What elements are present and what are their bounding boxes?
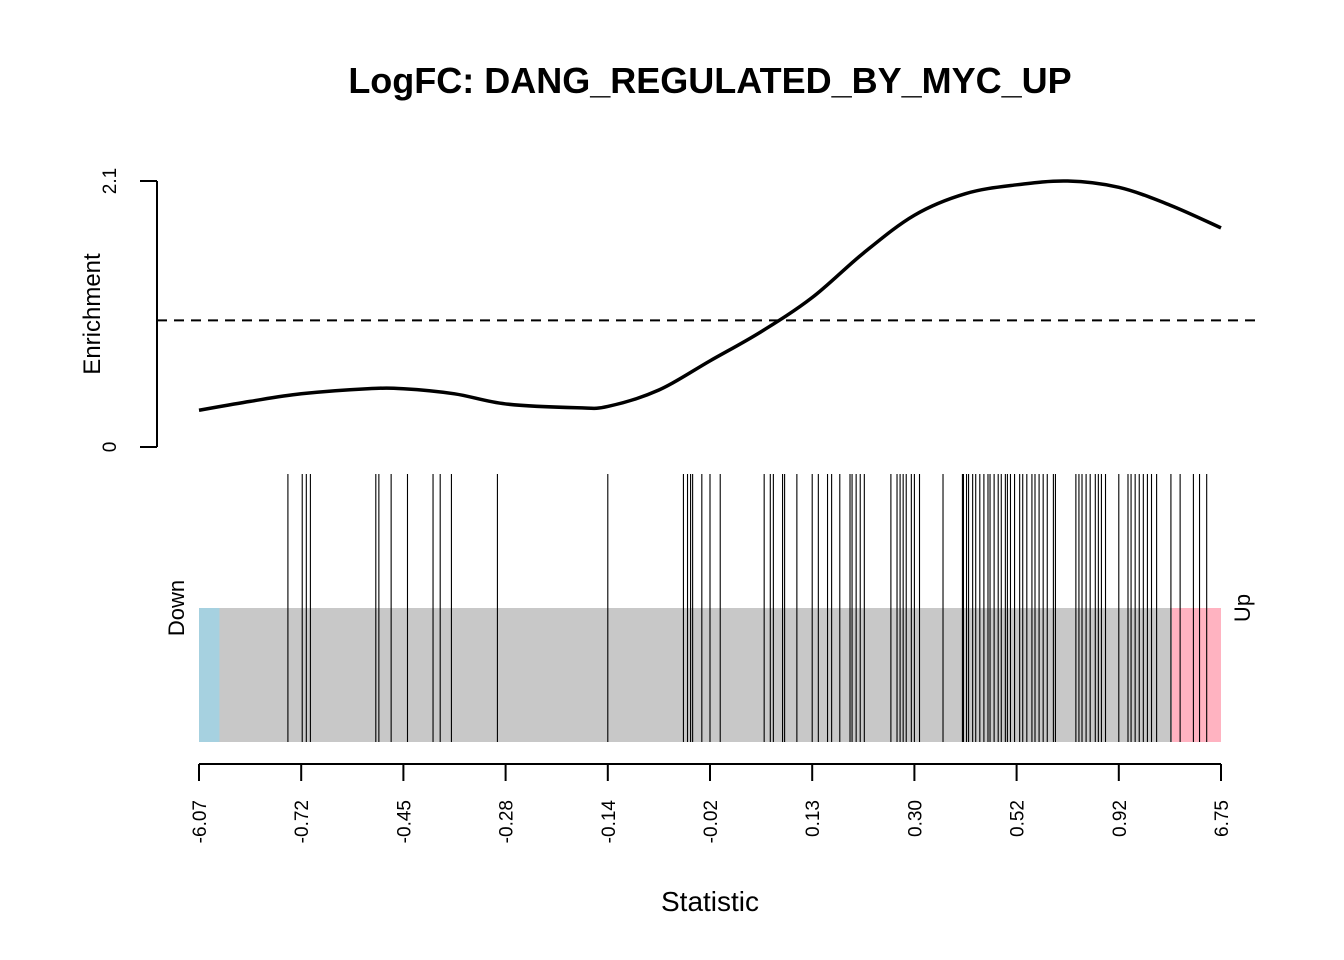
barcode-down-region — [199, 608, 220, 742]
enrichment-curve — [198, 179, 1222, 412]
x-axis: -6.07 -0.72 -0.45 -0.28 -0.14 -0.02 0.13 0.30 0.… — [190, 763, 1233, 917]
x-tick-label-5: -0.02 — [701, 800, 722, 843]
y-tick-label-max: 2.1 — [100, 168, 121, 194]
x-tick-label-2: -0.45 — [394, 800, 415, 843]
y-axis-title: Enrichment — [79, 253, 106, 375]
barcode-up-region — [1171, 608, 1221, 742]
enrichment-panel: 0 2.1 Enrichment — [79, 168, 1258, 453]
x-tick-label-0: -6.07 — [190, 800, 211, 843]
x-tick-label-6: 0.13 — [803, 800, 824, 837]
x-tick-label-8: 0.52 — [1008, 800, 1029, 837]
chart-title: LogFC: DANG_REGULATED_BY_MYC_UP — [348, 60, 1071, 101]
x-tick-label-1: -0.72 — [292, 800, 313, 843]
x-ticks: -6.07 -0.72 -0.45 -0.28 -0.14 -0.02 0.13 0.30 0.… — [190, 764, 1233, 843]
x-tick-label-4: -0.14 — [599, 800, 620, 844]
x-tick-label-7: 0.30 — [905, 800, 926, 837]
barcode-panel: Down Up — [164, 474, 1255, 742]
down-label: Down — [164, 580, 189, 636]
x-tick-label-10: 6.75 — [1212, 800, 1233, 837]
x-axis-title: Statistic — [661, 886, 759, 917]
barcode-gene-ticks — [287, 474, 1208, 742]
y-tick-label-0: 0 — [100, 442, 121, 453]
up-label: Up — [1230, 594, 1255, 622]
x-tick-label-3: -0.28 — [497, 800, 518, 843]
x-tick-label-9: 0.92 — [1110, 800, 1131, 837]
